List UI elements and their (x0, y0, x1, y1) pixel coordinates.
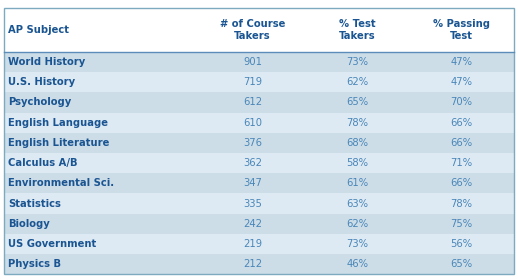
Text: 73%: 73% (346, 239, 368, 249)
Text: 65%: 65% (451, 259, 472, 269)
Text: 719: 719 (243, 77, 262, 87)
Bar (4, 52, 514, 72)
Text: Statistics: Statistics (8, 199, 61, 209)
Bar (4, 72, 514, 92)
Text: 65%: 65% (346, 97, 368, 108)
Text: 46%: 46% (346, 259, 368, 269)
Text: % Passing
Test: % Passing Test (433, 19, 490, 41)
Text: AP Subject: AP Subject (8, 25, 69, 35)
Text: # of Course
Takers: # of Course Takers (220, 19, 285, 41)
Text: 78%: 78% (346, 118, 368, 128)
Text: 78%: 78% (451, 199, 472, 209)
Bar (4, 153, 514, 173)
Text: 63%: 63% (346, 199, 368, 209)
Text: 66%: 66% (451, 118, 472, 128)
Text: 242: 242 (243, 219, 262, 229)
Bar (4, 133, 514, 153)
Text: 347: 347 (243, 178, 262, 188)
Text: World History: World History (8, 57, 85, 67)
Text: 61%: 61% (346, 178, 368, 188)
Text: 47%: 47% (451, 77, 472, 87)
Bar (4, 193, 514, 214)
Text: English Language: English Language (8, 118, 108, 128)
Text: 612: 612 (243, 97, 262, 108)
Bar (4, 8, 514, 52)
Text: 75%: 75% (451, 219, 472, 229)
Text: 212: 212 (243, 259, 262, 269)
Text: 610: 610 (243, 118, 262, 128)
Bar (4, 113, 514, 133)
Text: 73%: 73% (346, 57, 368, 67)
Text: 58%: 58% (346, 158, 368, 168)
Text: 70%: 70% (451, 97, 472, 108)
Text: English Literature: English Literature (8, 138, 110, 148)
Bar (4, 254, 514, 274)
Bar (4, 173, 514, 193)
Text: 71%: 71% (451, 158, 472, 168)
Text: 62%: 62% (346, 219, 368, 229)
Bar (4, 234, 514, 254)
Text: 362: 362 (243, 158, 262, 168)
Text: 66%: 66% (451, 178, 472, 188)
Text: Calculus A/B: Calculus A/B (8, 158, 78, 168)
Text: Biology: Biology (8, 219, 50, 229)
Text: 47%: 47% (451, 57, 472, 67)
Bar (4, 214, 514, 234)
Text: US Government: US Government (8, 239, 96, 249)
Text: 62%: 62% (346, 77, 368, 87)
Text: 66%: 66% (451, 138, 472, 148)
Text: 219: 219 (243, 239, 262, 249)
Text: % Test
Takers: % Test Takers (339, 19, 376, 41)
Text: Psychology: Psychology (8, 97, 71, 108)
Bar (4, 92, 514, 113)
Text: 56%: 56% (451, 239, 472, 249)
Text: 376: 376 (243, 138, 262, 148)
Text: 335: 335 (243, 199, 262, 209)
Text: Environmental Sci.: Environmental Sci. (8, 178, 114, 188)
Text: 68%: 68% (346, 138, 368, 148)
Text: U.S. History: U.S. History (8, 77, 76, 87)
Text: Physics B: Physics B (8, 259, 61, 269)
Text: 901: 901 (243, 57, 262, 67)
